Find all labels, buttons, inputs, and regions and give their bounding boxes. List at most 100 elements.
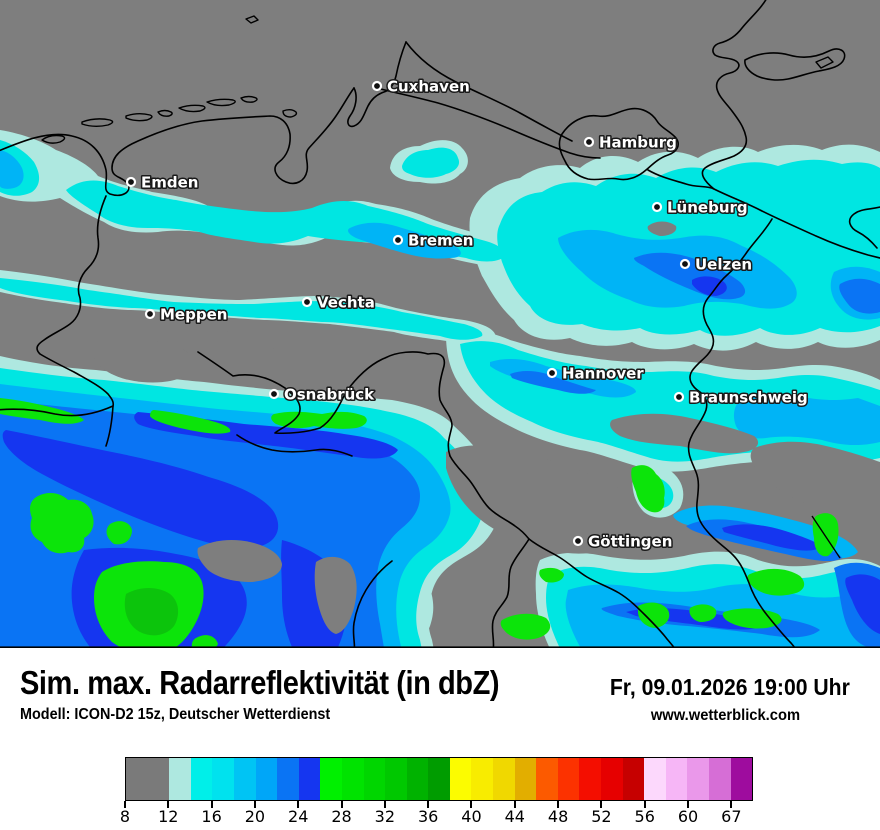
legend-tick-mark: [600, 801, 603, 808]
legend-tick-label: 52: [591, 807, 612, 826]
legend-tick-label: 20: [244, 807, 266, 826]
border-hessen: [352, 560, 393, 648]
page-title: Sim. max. Radarreflektivität (in dbZ): [20, 664, 500, 701]
legend-segment: [406, 758, 429, 800]
border-elbe-southeast: [647, 169, 880, 259]
legend-tick-label: 24: [288, 807, 309, 826]
city-dot: [301, 296, 313, 308]
city-dot: [583, 136, 595, 148]
legend-segment: [665, 758, 688, 800]
coastline-northwest: [0, 87, 355, 197]
city-dot: [679, 258, 691, 270]
legend-segment: [514, 758, 537, 800]
legend-tick-mark: [557, 801, 560, 808]
legend-segment: [644, 758, 666, 800]
city-label: Hamburg: [599, 134, 677, 152]
border-lines: [0, 0, 880, 648]
legend-segment: [212, 758, 234, 800]
legend-segment: [601, 758, 623, 800]
legend-segment: [385, 758, 407, 800]
coastline-weser: [347, 41, 407, 128]
legend-segment: [320, 758, 342, 800]
legend-segment: [471, 758, 494, 800]
dry-gap-layer: [0, 221, 880, 634]
legend-tick-label: 56: [634, 807, 655, 826]
legend-tick-label: 16: [201, 807, 222, 826]
city-label: Göttingen: [588, 533, 672, 551]
island-outlines: [41, 15, 834, 144]
city-label: Osnabrück: [284, 386, 375, 404]
legend-tick-mark: [427, 801, 430, 808]
legend-segment: [536, 758, 558, 800]
city-markers: Cuxhaven Hamburg Emden Lüneburg Bremen Uelzen…: [125, 76, 809, 552]
legend-tick-label: 48: [547, 807, 569, 826]
legend-segment: [687, 758, 710, 800]
city-marker: Emden: [125, 172, 200, 193]
city-label: Cuxhaven: [387, 78, 470, 96]
legend-segment: [277, 758, 299, 800]
city-dot: [268, 388, 280, 400]
legend-tick-mark: [340, 801, 343, 808]
city-marker: Meppen: [144, 304, 229, 325]
city-dot: [651, 201, 663, 213]
legend-segment: [169, 758, 191, 800]
legend-tick-label: 8: [119, 807, 131, 826]
border-saxony-anhalt: [687, 218, 797, 648]
website-credit: www.wetterblick.com: [650, 707, 800, 724]
city-dot: [572, 535, 584, 547]
city-dot: [392, 234, 404, 246]
legend-tick-mark: [124, 801, 126, 808]
legend-segment: [126, 758, 170, 800]
city-label: Uelzen: [695, 256, 752, 274]
radar-map: Cuxhaven Hamburg Emden Lüneburg Bremen Uelzen…: [0, 0, 880, 648]
city-marker: Uelzen: [679, 254, 754, 275]
legend-segment: [363, 758, 386, 800]
city-dot: [673, 391, 685, 403]
coastline-elbe-south: [376, 87, 601, 159]
city-dot: [144, 308, 156, 320]
city-label: Braunschweig: [689, 389, 808, 407]
city-marker: Göttingen: [572, 531, 674, 552]
border-netherlands-south: [0, 405, 114, 417]
city-dot: [546, 367, 558, 379]
color-scale-legend: 8 12 16 20 24 28 32 36 40 44 48 52 56 60 67: [120, 757, 753, 826]
city-marker: Vechta: [301, 292, 376, 313]
radar-map-canvas: Cuxhaven Hamburg Emden Lüneburg Bremen Uelzen…: [0, 0, 880, 648]
legend-tick-label: 67: [721, 807, 742, 826]
border-hamburg: [558, 107, 679, 181]
legend-tick-mark: [730, 801, 733, 808]
border-netherlands: [36, 195, 115, 447]
city-label: Meppen: [160, 306, 227, 324]
valid-datetime: Fr, 09.01.2026 19:00 Uhr: [610, 674, 850, 700]
city-dot: [125, 176, 137, 188]
legend-tick-mark: [687, 801, 690, 808]
caption-area: Sim. max. Radarreflektivität (in dbZ) Fr…: [0, 648, 880, 757]
legend-tick-label: 44: [504, 807, 525, 826]
legend-tick-label: 32: [374, 807, 396, 826]
coastline-baltic: [744, 48, 846, 81]
legend-tick-mark: [210, 801, 213, 808]
legend-segment: [298, 758, 321, 800]
city-dot: [371, 80, 383, 92]
border-schleswig: [701, 0, 767, 190]
city-marker: Hannover: [546, 363, 646, 384]
city-label: Vechta: [317, 294, 375, 312]
city-label: Emden: [141, 174, 198, 192]
color-scale-bar: [125, 757, 753, 801]
legend-segment: [493, 758, 515, 800]
city-marker: Bremen: [392, 230, 475, 251]
legend-segment: [730, 758, 753, 800]
legend-tick-mark: [513, 801, 516, 808]
legend-tick-label: 28: [331, 807, 352, 826]
legend-tick-mark: [470, 801, 473, 808]
legend-segment: [579, 758, 602, 800]
legend-segment: [449, 758, 472, 800]
legend-segment: [428, 758, 450, 800]
legend-segment: [190, 758, 213, 800]
border-weserbergland: [449, 455, 530, 648]
city-marker: Osnabrück: [268, 384, 377, 405]
legend-tick-label: 36: [417, 807, 439, 826]
city-marker: Hamburg: [583, 132, 678, 153]
legend-tick-label: 60: [677, 807, 699, 826]
legend-tick-mark: [383, 801, 386, 808]
